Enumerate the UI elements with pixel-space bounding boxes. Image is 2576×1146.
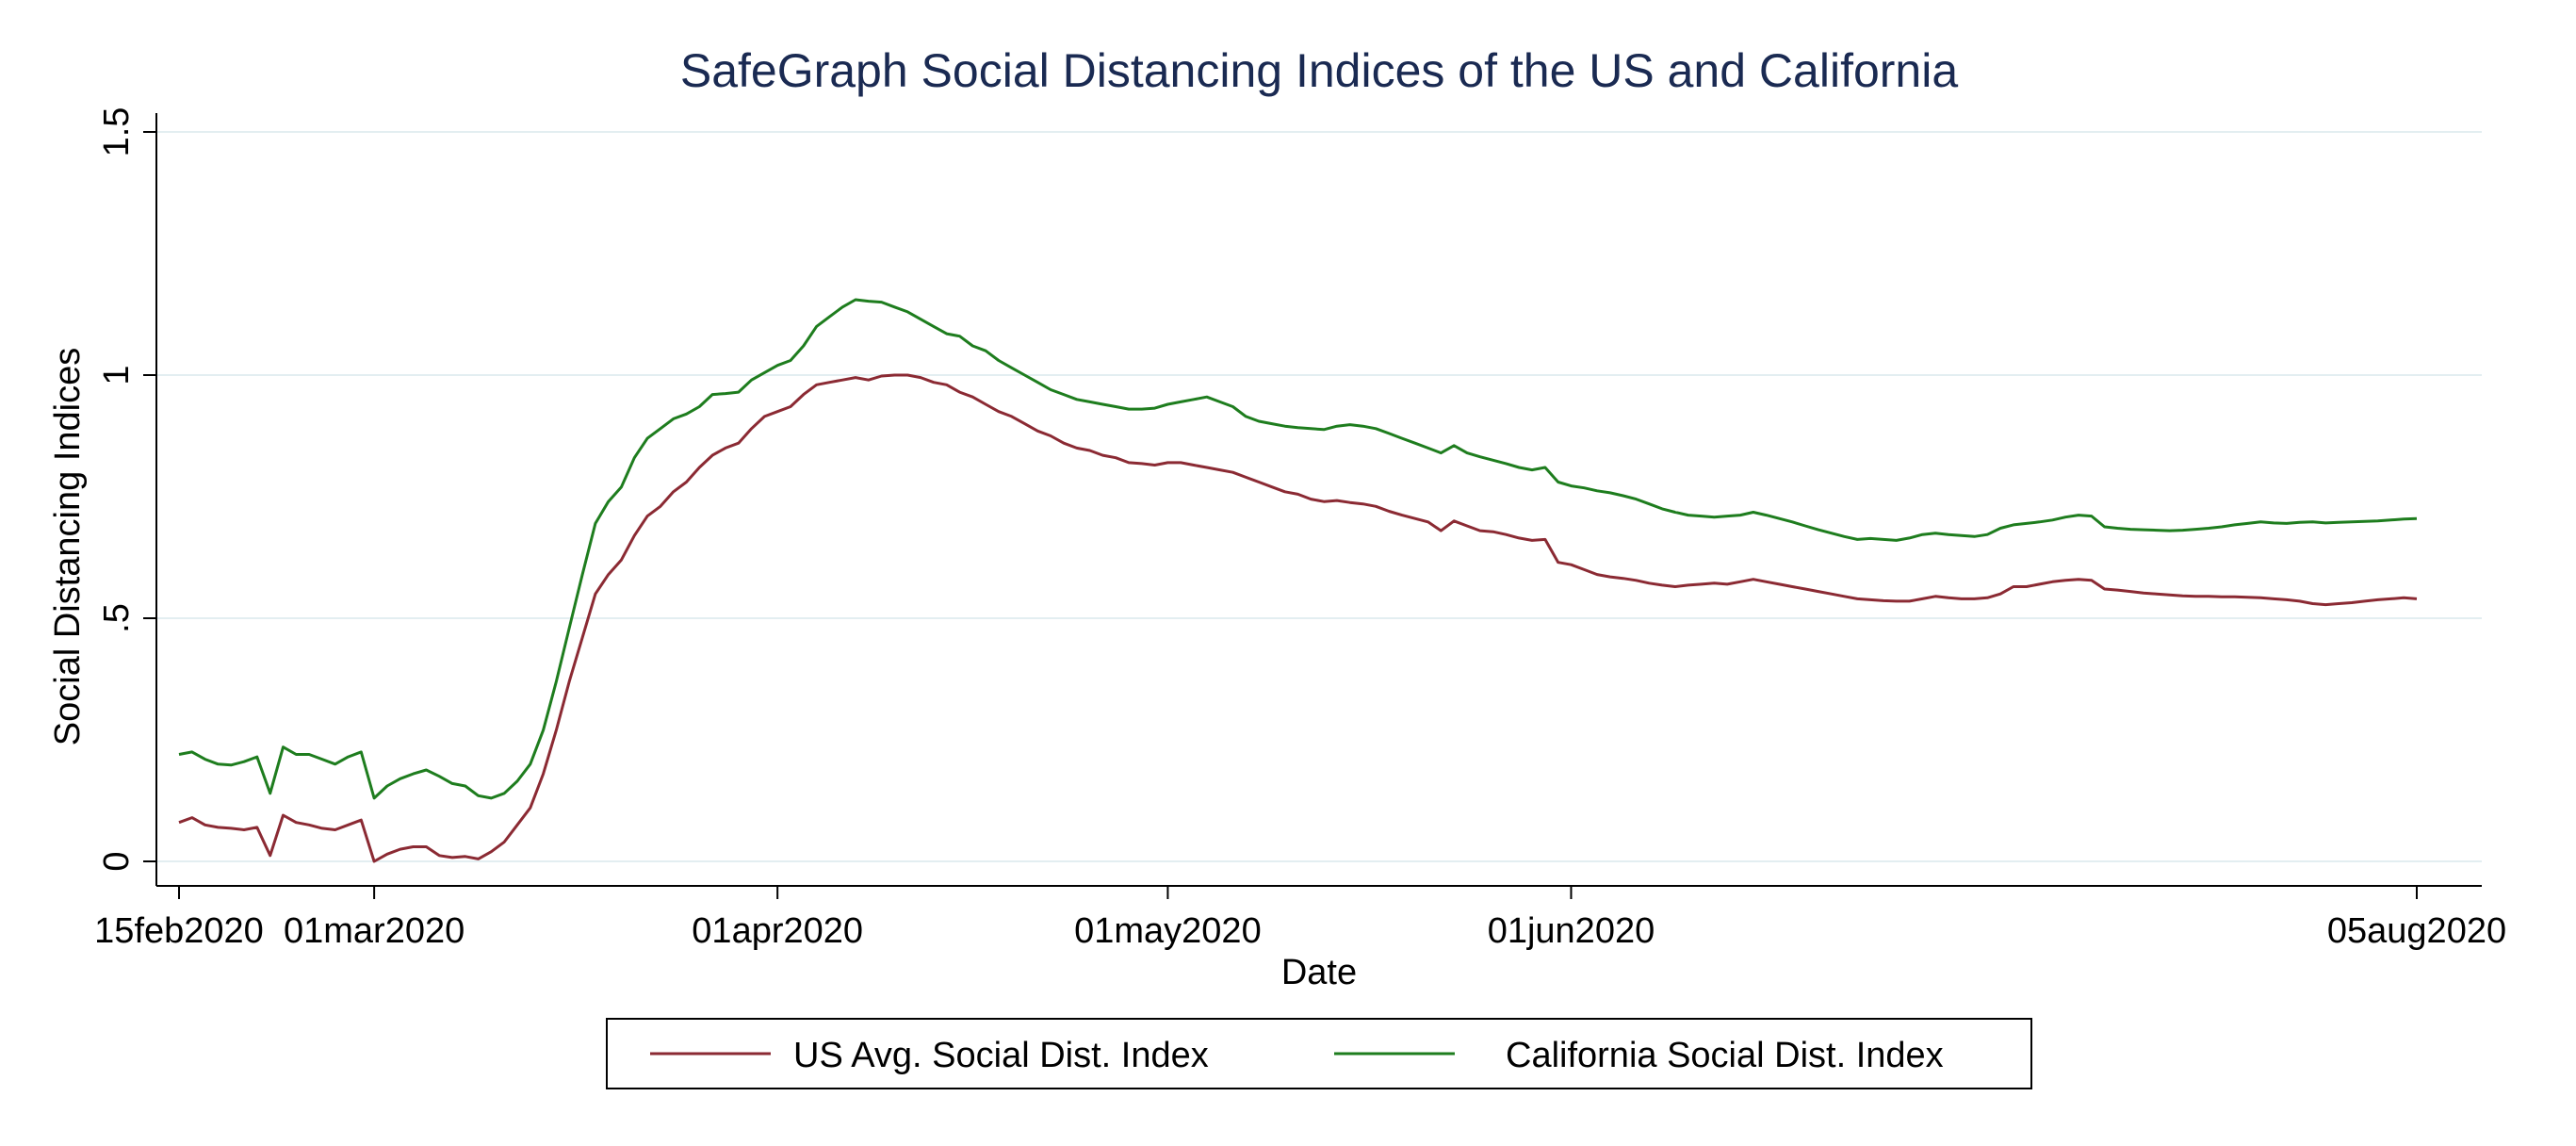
series-line-0 (178, 373, 2418, 863)
y-tick-label: 1.5 (97, 107, 137, 157)
y-tick-label: 0 (97, 851, 137, 871)
x-tick-label: 15feb2020 (94, 911, 264, 951)
x-axis-title: Date (1281, 953, 1357, 992)
x-tick-label: 01jun2020 (1488, 911, 1655, 951)
x-tick-label: 01may2020 (1074, 911, 1262, 951)
x-tick-label: 01mar2020 (284, 911, 465, 951)
y-tick-label: .5 (97, 603, 137, 633)
legend-label-us: US Avg. Social Dist. Index (793, 1036, 1209, 1075)
gridlines (156, 131, 2482, 862)
y-axis-title: Social Distancing Indices (48, 348, 88, 745)
x-tick-label: 01apr2020 (692, 911, 863, 951)
legend-box (606, 1018, 2032, 1089)
y-tick-label: 1 (97, 365, 137, 385)
axes: 0 .5 1 1.5 15feb2020 01mar2020 01apr2020 01may2… (94, 107, 2506, 951)
legend: US Avg. Social Dist. Index California So… (606, 1018, 2032, 1089)
x-tick-label: 05aug2020 (2327, 911, 2506, 951)
chart-title: SafeGraph Social Distancing Indices of t… (680, 44, 1958, 97)
legend-label-california: California Social Dist. Index (1506, 1036, 1944, 1075)
series-line-1 (178, 298, 2418, 800)
series-lines (178, 298, 2418, 863)
